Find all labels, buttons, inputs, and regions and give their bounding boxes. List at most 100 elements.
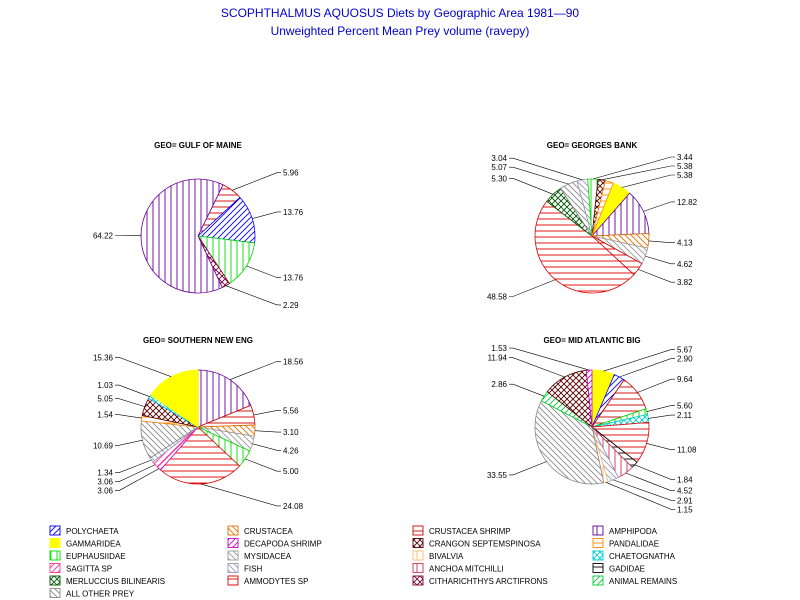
legend-item-crustacea: CRUSTACEA: [227, 525, 293, 536]
leader-line: [252, 211, 281, 219]
slice-label: 5.96: [283, 169, 299, 178]
legend-item-gammaridea: GAMMARIDEA: [49, 538, 121, 549]
legend-swatch: [227, 575, 239, 586]
slice-label: 1.03: [97, 381, 113, 390]
legend-item-mysidacea: MYSIDACEA: [227, 550, 292, 561]
pie-title: GEO= MID ATLANTIC BIG: [543, 336, 640, 345]
leader-line: [621, 174, 675, 188]
leader-line: [634, 464, 675, 480]
legend-label: MERLUCCIUS BILINEARIS: [66, 577, 165, 586]
slice-label: 1.15: [677, 505, 693, 514]
slice-label: 9.64: [677, 375, 693, 384]
legend-swatch: [592, 538, 604, 548]
leader-line: [603, 349, 675, 372]
slice-label: 11.08: [677, 446, 697, 455]
legend-label: SAGITTA SP: [66, 565, 112, 574]
legend-label: EUPHAUSIIDAE: [66, 552, 126, 561]
pie-slice-ammodytes-sp: [160, 426, 241, 485]
pie-4: GEO= MID ATLANTIC BIG 5.672.90 9.64 5.602.1…: [487, 336, 697, 514]
pie-title: GEO= GULF OF MAINE: [154, 141, 242, 150]
leader-line: [592, 156, 675, 180]
chart-subtitle: Unweighted Percent Mean Prey volume (rav…: [271, 24, 530, 38]
slice-label: 15.36: [93, 353, 114, 362]
slice-label: 2.11: [677, 411, 693, 420]
slice-label: 4.13: [677, 239, 693, 248]
legend-swatch: [412, 550, 424, 561]
leader-line: [229, 361, 281, 380]
legend-swatch: [412, 563, 424, 573]
leader-line: [115, 384, 150, 397]
slice-label: 4.26: [283, 446, 299, 455]
leader-line: [115, 459, 152, 474]
legend-label: POLYCHAETA: [66, 527, 119, 536]
slice-label: 5.00: [283, 467, 299, 476]
legend-item-chaetognatha: CHAETOGNATHA: [592, 550, 676, 561]
legend: POLYCHAETA CRUSTACEA CRUSTACEA SHRIMP AMPHI…: [49, 525, 677, 599]
legend-label: CRANGON SEPTEMSPINOSA: [429, 540, 541, 549]
slice-label: 10.69: [93, 441, 114, 450]
leader-line: [246, 265, 281, 278]
legend-swatch: [592, 550, 604, 561]
slice-label: 1.84: [677, 475, 693, 484]
slice-label: 5.07: [491, 163, 507, 172]
leader-line: [509, 347, 590, 371]
slice-label: 3.10: [283, 428, 299, 437]
pie-2: GEO= GEORGES BANK3.445.385.3812.824.134.…: [487, 141, 698, 301]
leader-line: [115, 464, 156, 483]
legend-label: GAMMARIDEA: [66, 540, 121, 549]
slice-label: 4.62: [677, 260, 693, 269]
pie-slice-decapoda-shrimp: [585, 369, 593, 428]
pie-slice-ammodytes-sp: [534, 200, 635, 294]
slice-label: 2.29: [283, 301, 299, 310]
legend-label: CRUSTACEA: [244, 527, 293, 536]
slice-label: 3.06: [97, 478, 113, 487]
legend-swatch: [49, 525, 61, 536]
leader-line: [115, 439, 143, 446]
slice-label: 12.82: [677, 198, 698, 207]
slice-label: 2.86: [491, 380, 507, 389]
legend-label: BIVALVIA: [429, 552, 464, 561]
legend-label: DECAPODA SHRIMP: [244, 540, 322, 549]
slice-label: 4.52: [677, 487, 693, 496]
slice-label: 1.34: [97, 469, 113, 478]
pie-slice-pandalidae: [591, 180, 614, 237]
pie-slice-amphipoda: [197, 369, 252, 428]
legend-item-crustacea-shrimp: CRUSTACEA SHRIMP: [412, 525, 511, 536]
pie-charts: GEO= GULF OF MAINE 5.96 13.76 13.76 2.29 64.2…: [93, 141, 698, 514]
legend-swatch: [227, 525, 239, 536]
legend-item-merluccius-bilinearis: MERLUCCIUS BILINEARIS: [49, 575, 165, 586]
pie-slice-gammaridea: [150, 369, 199, 428]
legend-label: ALL OTHER PREY: [66, 590, 135, 599]
legend-item-decapoda-shrimp: DECAPODA SHRIMP: [227, 538, 322, 549]
leader-line: [509, 178, 554, 195]
leader-line: [643, 201, 675, 212]
leader-line: [115, 414, 142, 419]
legend-item-crangon-septemspinosa: CRANGON SEPTEMSPINOSA: [412, 538, 541, 549]
slice-label: 2.91: [677, 496, 693, 505]
legend-swatch: [49, 575, 61, 586]
legend-item-ammodytes-sp: AMMODYTES SP: [227, 575, 308, 586]
pie-1: GEO= GULF OF MAINE 5.96 13.76 13.76 2.29 64.2…: [93, 141, 304, 310]
leader-line: [509, 461, 547, 476]
leader-line: [509, 357, 565, 378]
legend-label: AMMODYTES SP: [244, 577, 308, 586]
leader-line: [509, 383, 545, 397]
pie-title: GEO= GEORGES BANK: [547, 141, 638, 150]
leader-line: [509, 279, 556, 297]
leader-line: [225, 285, 281, 306]
legend-swatch: [412, 525, 424, 536]
legend-label: CHAETOGNATHA: [609, 552, 676, 561]
legend-item-citharichthys-arctifrons: CITHARICHTHYS ARCTIFRONS: [412, 575, 548, 586]
legend-label: ANCHOA MITCHILLI: [429, 565, 504, 574]
legend-item-fish: FISH: [227, 563, 262, 574]
legend-item-anchoa-mitchilli: ANCHOA MITCHILLI: [412, 563, 504, 574]
leader-line: [231, 172, 281, 191]
slice-label: 5.56: [283, 406, 299, 415]
legend-swatch: [49, 588, 61, 598]
slice-label: 1.54: [97, 411, 113, 420]
slice-label: 13.76: [283, 274, 304, 283]
slice-label: 48.58: [487, 292, 508, 301]
chart-title: SCOPHTHALMUS AQUOSUS Diets by Geographic…: [221, 6, 579, 20]
slice-label: 3.06: [97, 487, 113, 496]
